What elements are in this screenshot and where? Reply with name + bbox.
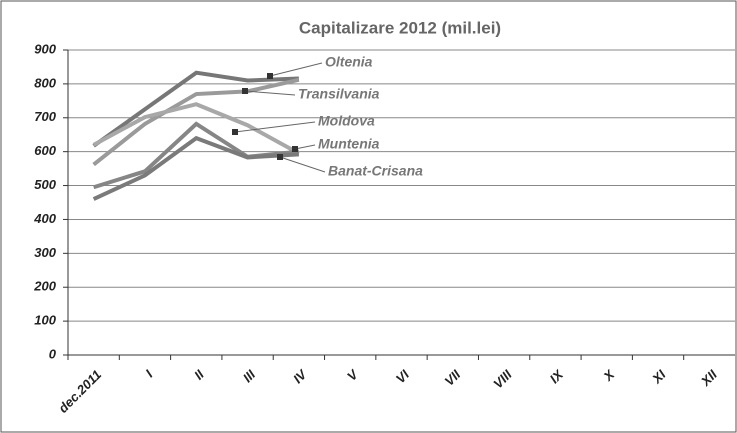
y-tick-label: 800 [34, 75, 56, 90]
series-label: Moldova [318, 113, 375, 129]
series-line [92, 135, 300, 201]
annotation-leader [294, 144, 316, 150]
annotation-leader [279, 156, 326, 173]
annotation-point [277, 154, 283, 160]
y-tick-label: 300 [34, 245, 56, 260]
series-line [92, 102, 300, 156]
series-label: Oltenia [325, 54, 373, 70]
y-tick-label: 900 [34, 41, 56, 56]
y-tick-label: 500 [34, 177, 56, 192]
annotation-point [242, 88, 248, 94]
x-tick-label: V [344, 366, 362, 384]
series-label: Transilvania [298, 86, 380, 102]
x-tick-label: dec.2011 [55, 367, 104, 416]
x-tick-label: VI [393, 367, 413, 387]
y-tick-label: 200 [33, 279, 56, 294]
annotation-point [232, 129, 238, 135]
series-label: Banat-Crisana [328, 163, 423, 179]
x-tick-label: IX [547, 366, 567, 386]
annotation-leader [234, 121, 316, 133]
x-tick-label: II [191, 367, 207, 383]
chart-title: Capitalizare 2012 (mil.lei) [299, 18, 501, 37]
x-tick-label: VIII [490, 367, 515, 392]
series-line [92, 70, 299, 148]
x-tick-label: X [600, 366, 618, 384]
y-tick-label: 100 [34, 313, 56, 328]
x-tick-label: III [240, 367, 259, 386]
annotation-leader [269, 62, 323, 77]
series-label: Muntenia [318, 136, 380, 152]
x-tick-label: I [142, 367, 155, 380]
y-tick-label: 0 [49, 346, 57, 361]
y-tick-label: 700 [34, 109, 56, 124]
y-tick-label: 600 [34, 143, 56, 158]
annotation-point [267, 73, 273, 79]
x-tick-label: XII [697, 367, 720, 390]
y-tick-label: 400 [33, 211, 56, 226]
annotation-point [292, 146, 298, 152]
x-tick-label: XI [649, 367, 669, 387]
x-tick-label: IV [290, 366, 310, 386]
series-line [92, 77, 300, 167]
x-tick-label: VII [442, 367, 464, 389]
annotation-leader [244, 90, 296, 96]
